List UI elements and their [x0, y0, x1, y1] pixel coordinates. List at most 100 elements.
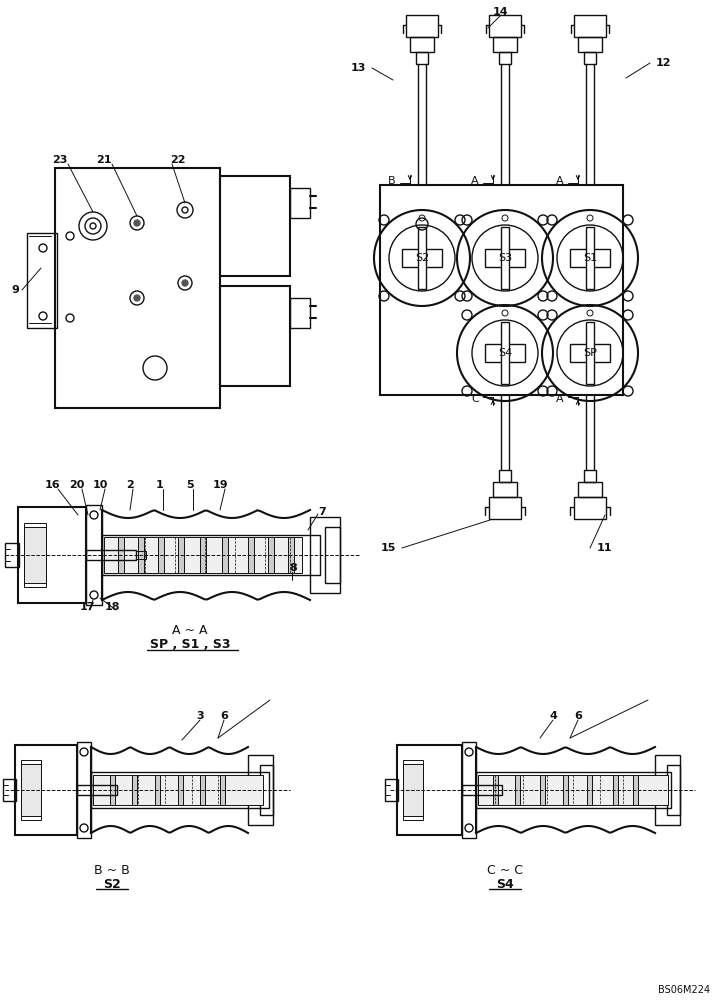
Bar [248, 755, 273, 825]
Bar [136, 551, 146, 559]
Bar [406, 15, 438, 37]
Text: 17: 17 [79, 602, 95, 612]
Text: 21: 21 [96, 155, 111, 165]
Text: C: C [471, 394, 479, 404]
Bar [290, 298, 310, 328]
Bar [118, 537, 124, 573]
Bar [178, 537, 184, 573]
Bar [248, 537, 254, 573]
Bar [77, 785, 117, 795]
Text: 23: 23 [52, 155, 67, 165]
Bar [485, 344, 525, 362]
Text: A: A [471, 176, 479, 186]
Bar [86, 505, 102, 605]
Bar [462, 785, 502, 795]
Bar [574, 497, 606, 519]
Bar [15, 745, 77, 835]
Bar [540, 775, 545, 805]
Bar [5, 543, 19, 567]
Bar [325, 527, 340, 583]
Bar [403, 764, 423, 816]
Bar [27, 233, 57, 328]
Text: BS06M224: BS06M224 [658, 985, 710, 995]
Bar [138, 537, 144, 573]
Text: 8: 8 [289, 563, 297, 573]
Text: 20: 20 [70, 480, 85, 490]
Bar [485, 249, 525, 267]
Text: S3: S3 [498, 253, 512, 263]
Bar [24, 527, 46, 583]
Text: S2: S2 [103, 878, 121, 890]
Bar [563, 775, 568, 805]
Bar [613, 775, 618, 805]
Bar [570, 249, 610, 267]
Text: 4: 4 [549, 711, 557, 721]
Bar [86, 550, 136, 560]
Bar [260, 765, 273, 815]
Bar [158, 537, 164, 573]
Bar [493, 37, 517, 52]
Circle shape [182, 280, 188, 286]
Bar [200, 537, 206, 573]
Text: 1: 1 [156, 480, 164, 490]
Bar [178, 775, 183, 805]
Text: 12: 12 [655, 58, 670, 68]
Bar [499, 52, 511, 64]
Bar [578, 482, 602, 497]
Bar [578, 37, 602, 52]
Bar [493, 482, 517, 497]
Bar [110, 775, 115, 805]
Text: S1: S1 [583, 253, 597, 263]
Bar [410, 37, 434, 52]
Text: 22: 22 [170, 155, 186, 165]
Text: S4: S4 [498, 348, 512, 358]
Bar [570, 344, 610, 362]
Circle shape [134, 295, 140, 301]
Bar [288, 537, 294, 573]
Bar [104, 537, 302, 573]
Text: S2: S2 [415, 253, 429, 263]
Bar [93, 775, 263, 805]
Bar [493, 775, 498, 805]
Bar [403, 760, 423, 820]
Bar [18, 507, 86, 603]
Bar [667, 765, 680, 815]
Bar [587, 775, 592, 805]
Text: S4: S4 [496, 878, 514, 890]
Text: 13: 13 [350, 63, 366, 73]
Bar [584, 470, 596, 482]
Bar [586, 322, 594, 384]
Bar [220, 176, 290, 276]
Bar [489, 497, 521, 519]
Bar [501, 322, 509, 384]
Text: 10: 10 [93, 480, 108, 490]
Text: 16: 16 [45, 480, 61, 490]
Text: A: A [556, 176, 564, 186]
Bar [489, 15, 521, 37]
Bar [220, 286, 290, 386]
Bar [21, 760, 41, 820]
Bar [200, 775, 205, 805]
Bar [102, 535, 320, 575]
Bar [91, 772, 269, 808]
Bar [24, 523, 46, 587]
Text: 9: 9 [11, 285, 19, 295]
Bar [21, 764, 41, 816]
Text: 6: 6 [220, 711, 228, 721]
Text: A: A [556, 394, 564, 404]
Bar [77, 742, 91, 838]
Bar [501, 227, 509, 289]
Circle shape [134, 220, 140, 226]
Bar [3, 779, 16, 801]
Text: SP , S1 , S3: SP , S1 , S3 [150, 639, 230, 652]
Text: 14: 14 [492, 7, 508, 17]
Bar [584, 52, 596, 64]
Text: 7: 7 [318, 507, 326, 517]
Bar [310, 517, 340, 593]
Bar [633, 775, 638, 805]
Bar [416, 52, 428, 64]
Bar [290, 188, 310, 218]
Text: 3: 3 [196, 711, 204, 721]
Text: 5: 5 [186, 480, 194, 490]
Text: 19: 19 [212, 480, 228, 490]
